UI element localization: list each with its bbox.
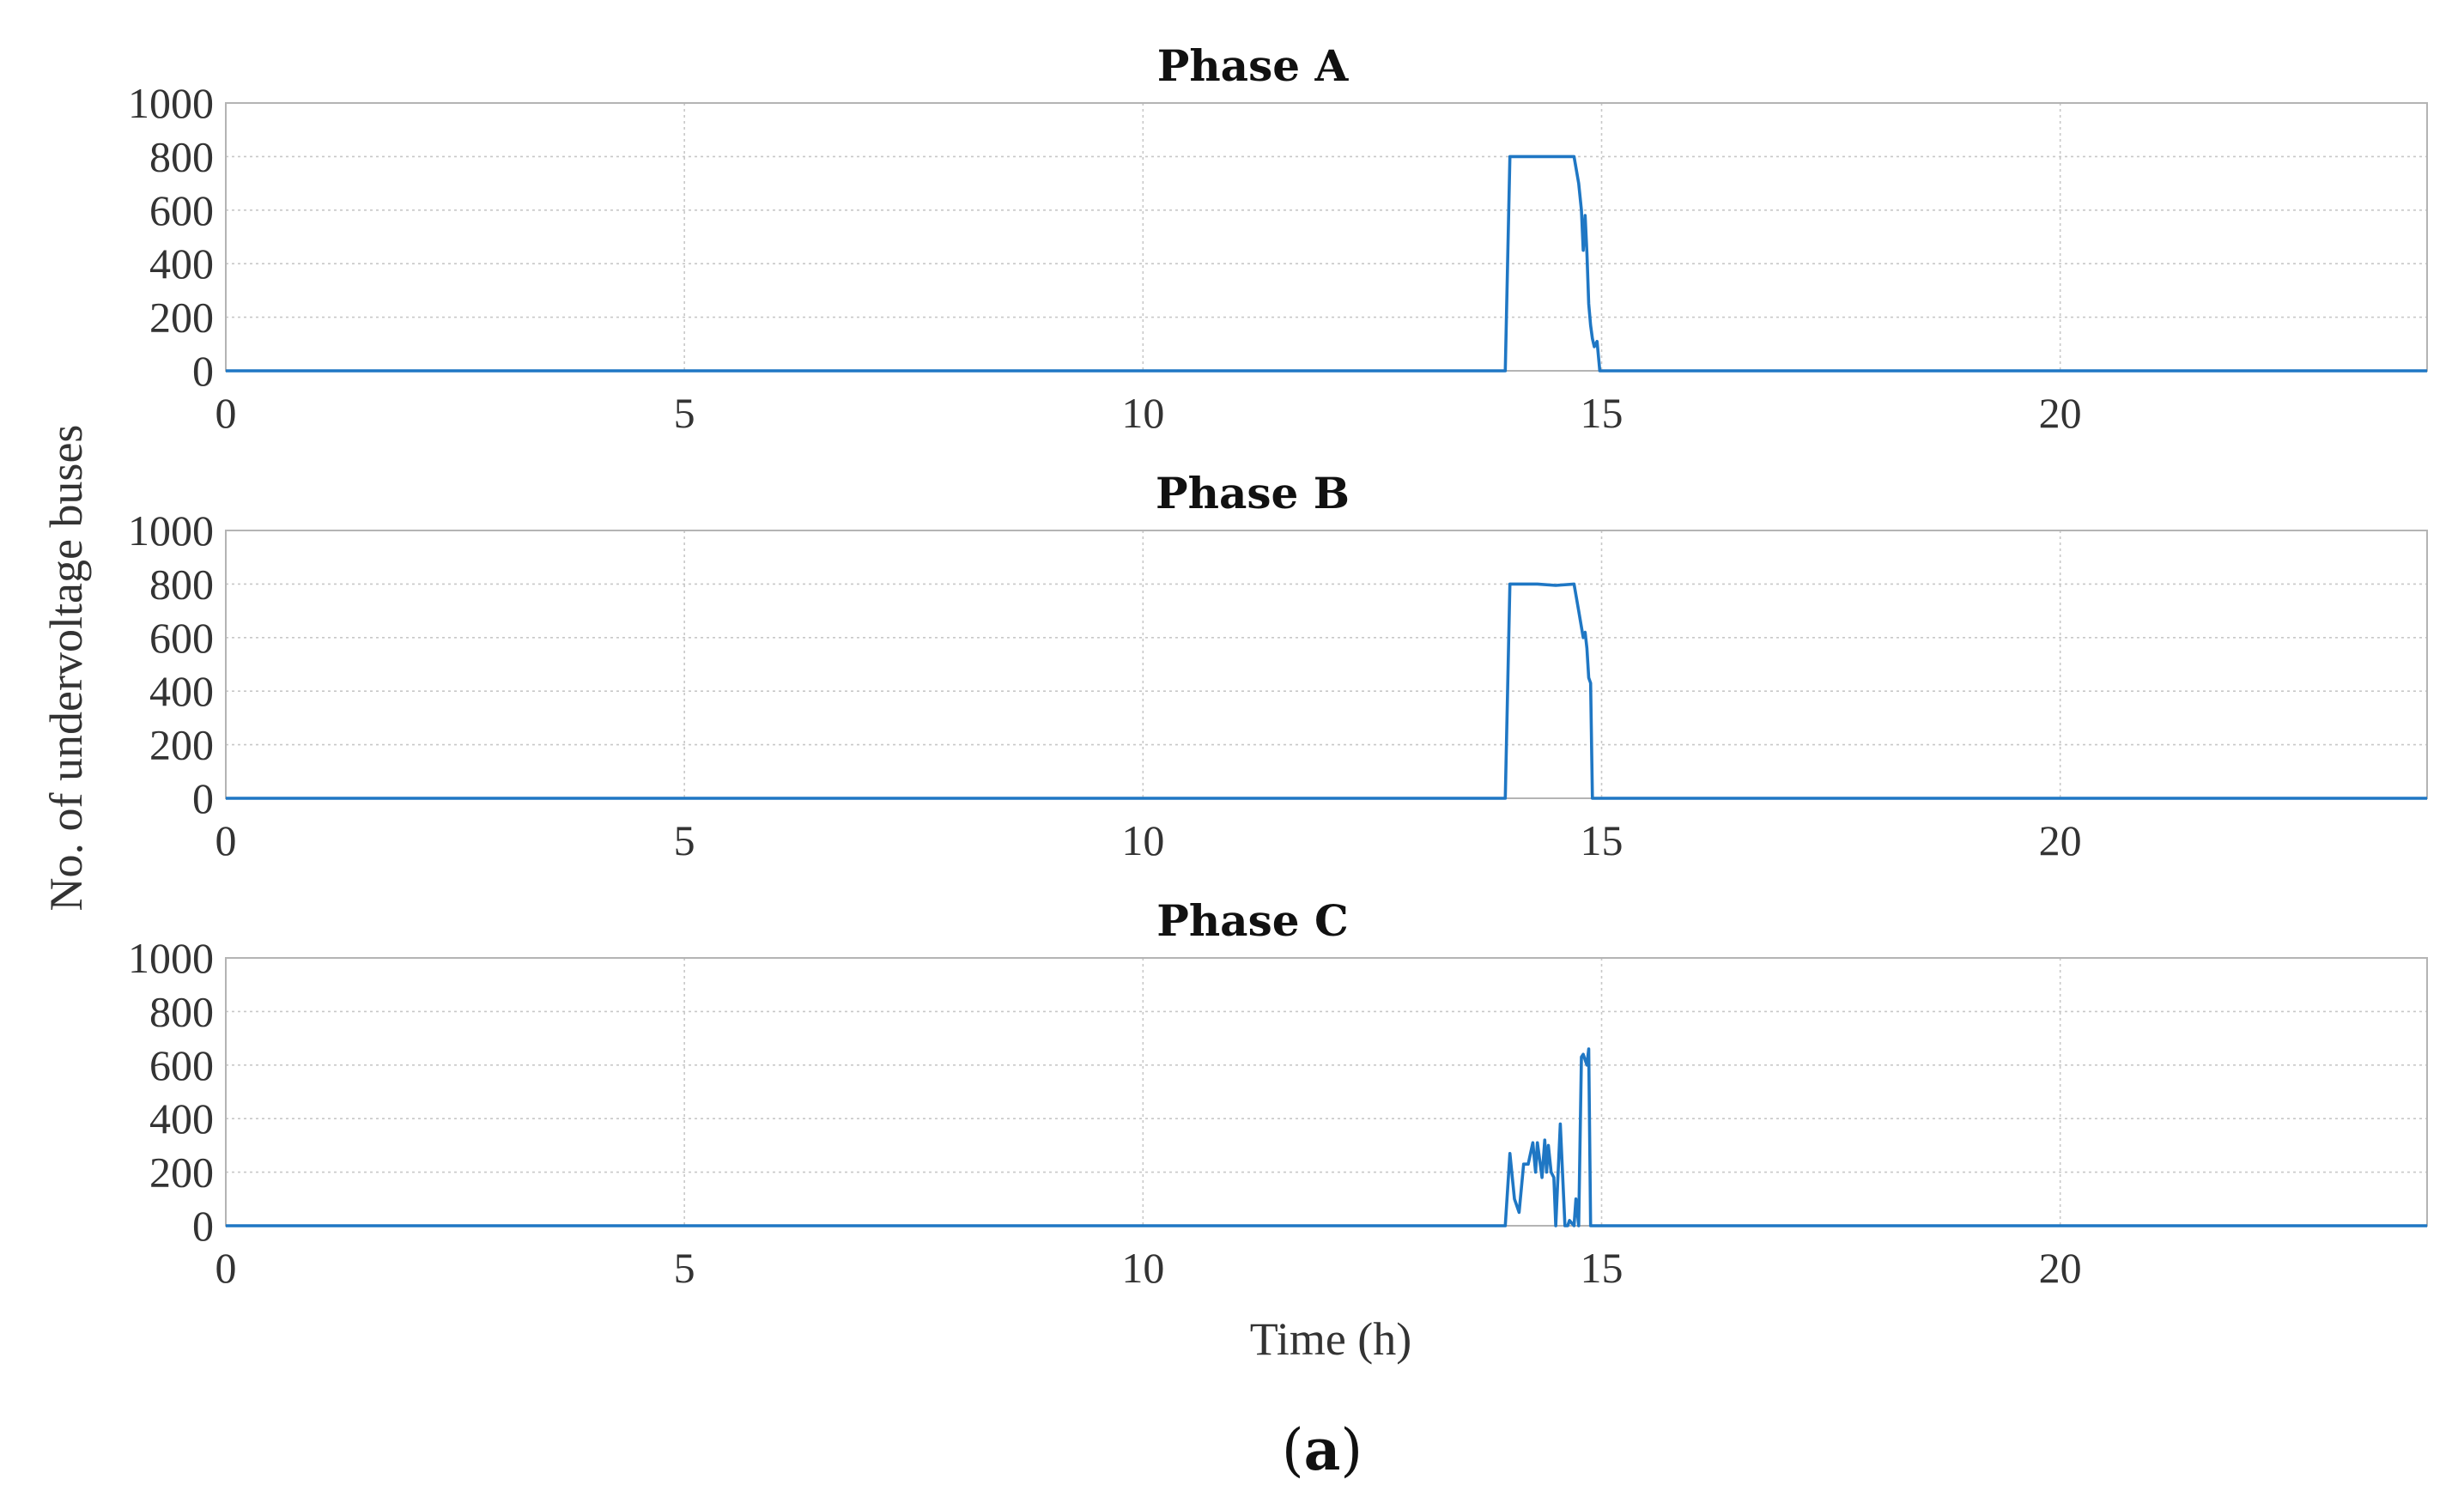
y-tick-label: 200 xyxy=(149,294,214,342)
caption-close: ) xyxy=(1340,1417,1362,1483)
panel-title: Phase A xyxy=(1157,40,1350,91)
y-tick-label: 600 xyxy=(149,614,214,662)
y-tick-label: 600 xyxy=(149,186,214,234)
y-tick-label: 600 xyxy=(149,1041,214,1089)
x-tick-label: 15 xyxy=(1581,816,1623,864)
y-tick-label: 400 xyxy=(149,667,214,715)
series-line xyxy=(226,155,2427,373)
series-line xyxy=(226,1047,2427,1227)
y-tick-label: 800 xyxy=(149,987,214,1035)
plot-frame xyxy=(225,102,2428,372)
x-tick-label: 20 xyxy=(2039,1244,2082,1292)
caption-open: ( xyxy=(1282,1417,1304,1483)
x-axis-label: Time (h) xyxy=(1250,1313,1412,1365)
x-tick-label: 15 xyxy=(1581,1244,1623,1292)
x-tick-label: 20 xyxy=(2039,816,2082,864)
y-axis-label: No. of undervoltage buses xyxy=(40,425,92,912)
panel-title: Phase B xyxy=(1156,468,1350,518)
series-line xyxy=(226,582,2427,800)
x-tick-label: 15 xyxy=(1581,389,1623,437)
plot-frame xyxy=(225,957,2428,1227)
y-tick-label: 800 xyxy=(149,132,214,180)
y-tick-label: 1000 xyxy=(128,79,214,127)
y-tick-label: 0 xyxy=(192,1202,214,1250)
y-tick-label: 0 xyxy=(192,347,214,395)
y-tick-label: 0 xyxy=(192,774,214,822)
y-tick-label: 1000 xyxy=(128,506,214,555)
y-tick-label: 400 xyxy=(149,239,214,288)
x-tick-label: 0 xyxy=(215,816,237,864)
x-tick-label: 20 xyxy=(2039,389,2082,437)
y-tick-label: 200 xyxy=(149,721,214,769)
y-tick-label: 1000 xyxy=(128,934,214,982)
y-tick-label: 400 xyxy=(149,1094,214,1142)
plot-frame xyxy=(225,530,2428,799)
x-tick-label: 0 xyxy=(215,389,237,437)
y-tick-label: 200 xyxy=(149,1148,214,1197)
x-tick-label: 5 xyxy=(674,816,695,864)
x-tick-label: 5 xyxy=(674,389,695,437)
x-tick-label: 10 xyxy=(1121,389,1164,437)
x-tick-label: 10 xyxy=(1121,816,1164,864)
y-tick-label: 800 xyxy=(149,560,214,608)
caption-letter: a xyxy=(1304,1416,1341,1483)
panel-title: Phase C xyxy=(1156,895,1349,946)
x-tick-label: 10 xyxy=(1121,1244,1164,1292)
figure-caption: (a) xyxy=(1282,1416,1362,1483)
x-tick-label: 5 xyxy=(674,1244,695,1292)
x-tick-label: 0 xyxy=(215,1244,237,1292)
